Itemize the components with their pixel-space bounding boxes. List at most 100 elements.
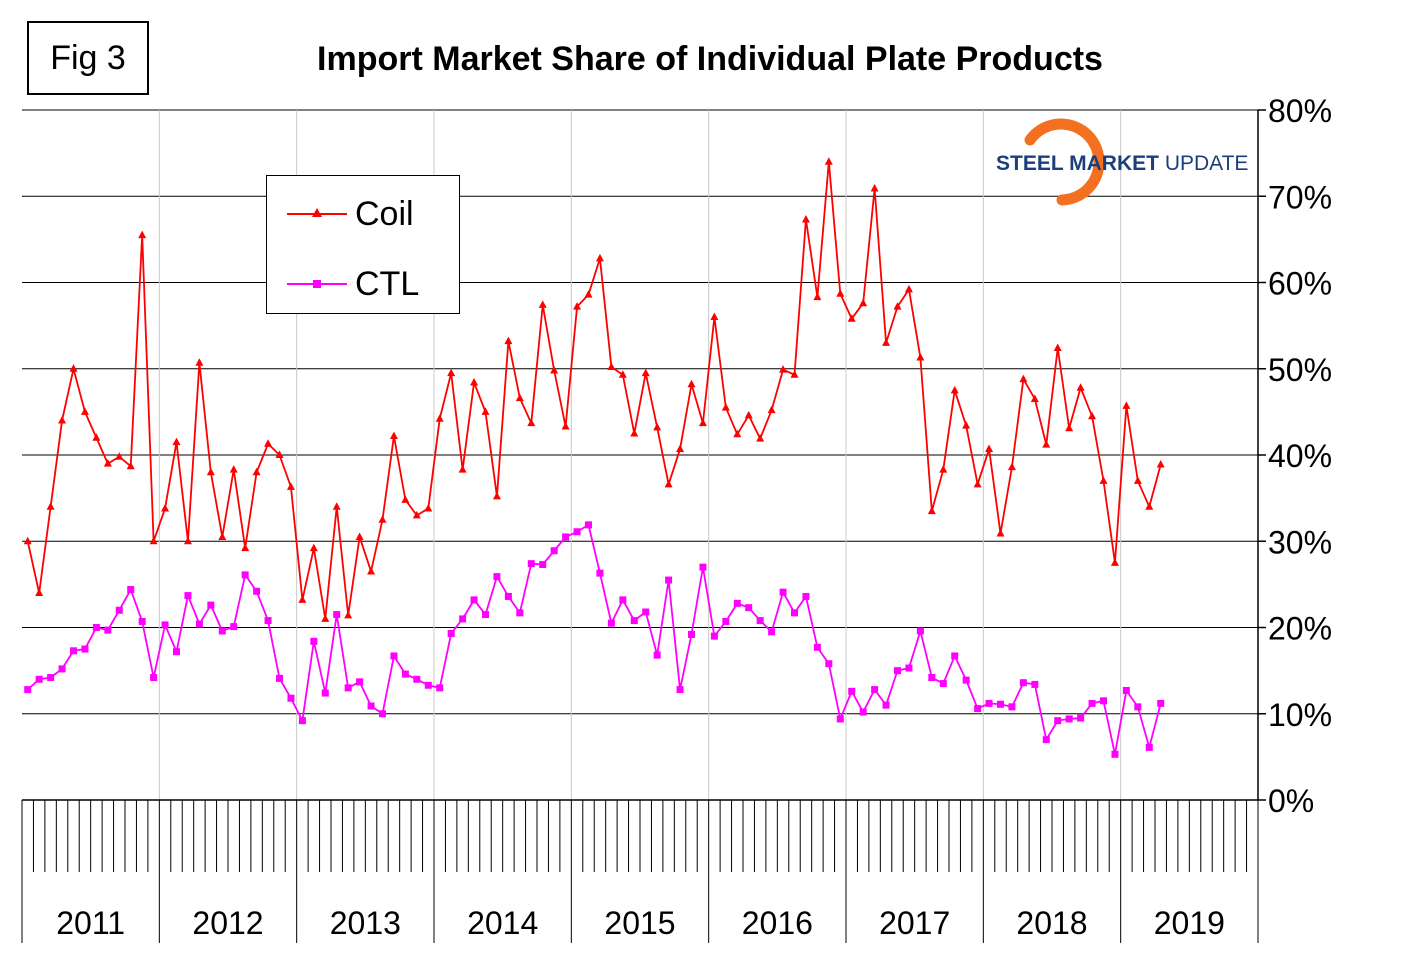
point-ctl-18 — [230, 623, 238, 631]
point-ctl-56 — [665, 576, 673, 584]
point-coil-36 — [435, 414, 444, 422]
point-coil-52 — [618, 370, 627, 378]
point-coil-29 — [355, 532, 364, 540]
point-ctl-35 — [424, 681, 432, 689]
year-labels: 2011 2012 2013 2014 2015 2016 2017 2018 2019 — [56, 905, 1225, 941]
point-ctl-46 — [550, 547, 558, 555]
point-coil-23 — [286, 482, 295, 490]
series-ctl — [24, 521, 1165, 758]
point-ctl-70 — [825, 660, 833, 668]
series-layer — [23, 157, 1165, 758]
point-ctl-43 — [516, 609, 524, 617]
point-coil-54 — [641, 368, 650, 377]
y-tick-label-7: 70% — [1268, 179, 1332, 215]
point-coil-69 — [813, 292, 822, 301]
point-ctl-99 — [1157, 699, 1165, 707]
point-coil-35 — [424, 503, 433, 512]
year-label-2012: 2012 — [192, 905, 263, 941]
point-ctl-57 — [676, 686, 684, 694]
year-label-2019: 2019 — [1154, 905, 1225, 941]
point-coil-49 — [584, 290, 593, 298]
series-coil — [23, 157, 1165, 622]
point-ctl-4 — [70, 647, 77, 655]
year-label-2014: 2014 — [467, 905, 538, 941]
point-coil-75 — [882, 338, 891, 346]
point-ctl-92 — [1077, 714, 1085, 722]
legend-swatch-ctl — [287, 280, 347, 288]
point-coil-53 — [630, 428, 639, 437]
point-coil-64 — [756, 434, 765, 442]
point-ctl-1 — [35, 675, 43, 683]
point-ctl-29 — [356, 678, 364, 686]
point-coil-14 — [183, 536, 192, 545]
point-coil-43 — [515, 393, 524, 402]
point-ctl-30 — [367, 702, 375, 710]
point-ctl-49 — [585, 521, 592, 529]
point-coil-78 — [916, 353, 925, 361]
point-coil-80 — [939, 465, 948, 473]
point-ctl-53 — [630, 617, 638, 625]
point-ctl-3 — [58, 665, 66, 673]
point-coil-44 — [527, 418, 536, 427]
series-line-coil — [26, 160, 1162, 620]
y-tick-labels: 0% 10% 20% 30% 40% 50% 60% 70% 80% — [1268, 93, 1332, 819]
point-coil-81 — [950, 385, 959, 394]
point-ctl-42 — [504, 592, 512, 600]
point-coil-58 — [687, 379, 696, 388]
legend-swatch-coil — [287, 208, 347, 217]
point-coil-28 — [344, 610, 353, 619]
point-ctl-39 — [470, 596, 478, 604]
point-ctl-28 — [344, 684, 352, 692]
point-coil-85 — [996, 528, 1005, 537]
point-ctl-45 — [539, 561, 547, 569]
point-coil-10 — [138, 230, 147, 239]
point-ctl-17 — [218, 627, 226, 635]
point-coil-39 — [470, 378, 479, 386]
point-coil-45 — [538, 300, 547, 308]
point-ctl-34 — [413, 675, 421, 683]
point-coil-66 — [779, 365, 788, 373]
point-ctl-72 — [848, 687, 856, 695]
point-coil-31 — [378, 515, 387, 523]
series-line-ctl — [27, 523, 1162, 756]
point-ctl-59 — [699, 563, 707, 571]
point-ctl-10 — [138, 617, 146, 625]
point-coil-82 — [962, 421, 971, 429]
year-label-2018: 2018 — [1016, 905, 1087, 941]
point-ctl-13 — [173, 648, 180, 656]
point-coil-56 — [664, 479, 673, 488]
point-coil-12 — [161, 503, 170, 512]
point-ctl-48 — [573, 528, 581, 536]
point-coil-86 — [1007, 462, 1016, 471]
point-coil-92 — [1076, 383, 1085, 391]
legend-label-coil: Coil — [355, 195, 414, 233]
point-coil-73 — [859, 298, 868, 307]
point-ctl-88 — [1031, 680, 1039, 688]
point-coil-48 — [573, 302, 582, 310]
logo-text: STEEL MARKET UPDATE — [996, 152, 1248, 176]
point-coil-20 — [252, 467, 261, 476]
point-coil-46 — [550, 365, 559, 374]
point-coil-37 — [447, 368, 456, 377]
legend-label-ctl: CTL — [355, 265, 420, 303]
point-coil-33 — [401, 495, 410, 503]
point-ctl-0 — [24, 686, 32, 694]
point-ctl-78 — [916, 627, 924, 635]
point-ctl-86 — [1008, 703, 1016, 711]
point-coil-2 — [46, 502, 55, 510]
point-coil-61 — [721, 403, 730, 411]
point-ctl-54 — [642, 608, 650, 616]
point-coil-89 — [1042, 440, 1051, 448]
point-ctl-52 — [619, 596, 627, 604]
logo-bold-text: STEEL MARKET — [996, 152, 1159, 175]
point-ctl-50 — [596, 569, 604, 577]
y-tick-label-8: 80% — [1268, 93, 1332, 129]
y-tick-label-6: 60% — [1268, 266, 1332, 302]
point-ctl-41 — [493, 573, 501, 581]
legend-item-ctl: CTL — [267, 264, 461, 304]
logo-light-text: UPDATE — [1164, 152, 1249, 175]
point-coil-1 — [35, 588, 44, 596]
point-coil-47 — [561, 422, 570, 430]
point-coil-7 — [103, 459, 112, 467]
